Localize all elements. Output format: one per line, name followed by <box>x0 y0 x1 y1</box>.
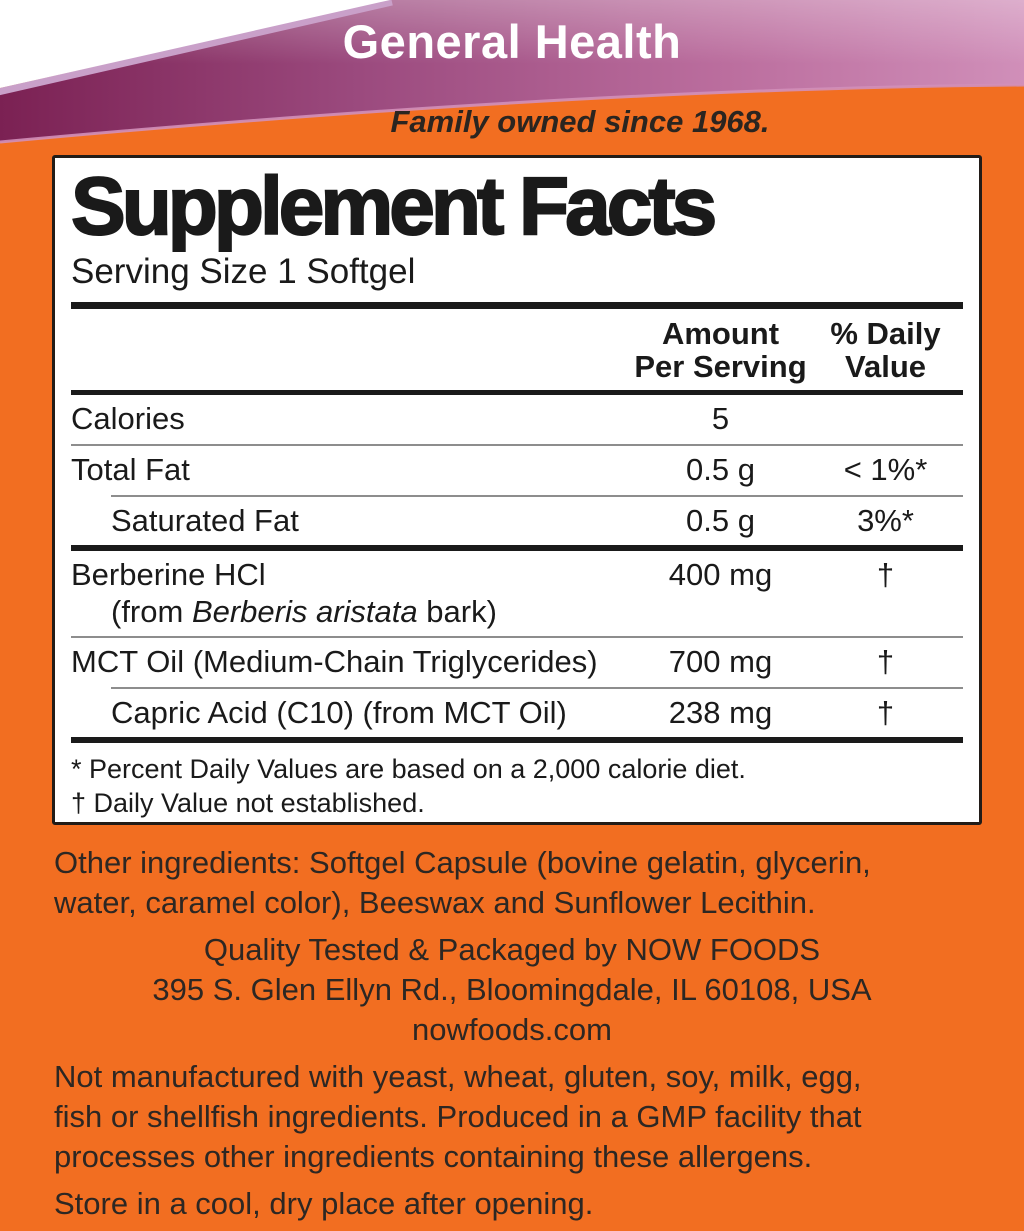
row-amount: 700 mg <box>668 644 773 680</box>
other-ingredients: Other ingredients: Softgel Capsule (bovi… <box>54 845 871 920</box>
row-name: Saturated Fat <box>111 502 299 538</box>
source-suffix: bark) <box>417 593 497 629</box>
row-name: Capric Acid (C10) (from MCT Oil) <box>111 694 567 730</box>
row-name: Calories <box>71 401 185 437</box>
row-name: Berberine HCl <box>71 557 266 593</box>
banner-ribbon-graphic <box>0 0 1024 150</box>
row-name: MCT Oil (Medium-Chain Triglycerides) <box>71 644 598 680</box>
allergen-notice: Not manufactured with yeast, wheat, glut… <box>54 1058 862 1174</box>
divider <box>71 737 963 744</box>
label-lower-text: Other ingredients: Softgel Capsule (bovi… <box>0 843 1024 1231</box>
row-daily-value: 3%* <box>857 502 914 538</box>
footnotes: * Percent Daily Values are based on a 2,… <box>71 754 746 819</box>
serving-size: Serving Size 1 Softgel <box>71 252 416 291</box>
row-daily-value: † <box>876 557 895 593</box>
manufacturer-info: Quality Tested & Packaged by NOW FOODS 3… <box>152 931 872 1047</box>
row-amount: 238 mg <box>668 694 773 730</box>
divider <box>71 390 963 396</box>
row-amount: 0.5 g <box>686 502 755 538</box>
row-daily-value: † <box>876 694 895 730</box>
table-row-mct-oil: MCT Oil (Medium-Chain Triglycerides) 700… <box>71 638 963 687</box>
table-header-row: Amount Per Serving % Daily Value <box>71 309 963 390</box>
divider <box>71 636 963 639</box>
table-row-capric-acid: Capric Acid (C10) (from MCT Oil) 238 mg … <box>71 689 963 738</box>
category-banner: General Health Family owned since 1968. <box>0 0 1024 150</box>
botanical-name: Berberis aristata <box>191 593 418 629</box>
row-daily-value: < 1%* <box>843 451 928 487</box>
divider <box>111 494 963 497</box>
table-row-saturated-fat: Saturated Fat 0.5 g 3%* <box>71 497 963 546</box>
table-row-total-fat: Total Fat 0.5 g < 1%* <box>71 446 963 495</box>
divider <box>71 545 963 552</box>
table-row-berberine: Berberine HCl (from Berberis aristata ba… <box>71 551 963 636</box>
row-daily-value: † <box>876 644 895 680</box>
divider <box>71 302 963 310</box>
header-amount-per-serving: Amount Per Serving <box>634 316 807 384</box>
table-row-calories: Calories 5 <box>71 395 963 444</box>
row-amount: 400 mg <box>668 557 773 593</box>
source-prefix: (from <box>111 593 192 629</box>
row-amount: 5 <box>711 401 730 437</box>
banner-title: General Health <box>342 15 682 68</box>
storage-instructions: Store in a cool, dry place after opening… <box>54 1185 594 1221</box>
row-name: Total Fat <box>71 451 190 487</box>
panel-title: Supplement Facts <box>70 161 718 252</box>
supplement-facts-panel: Supplement Facts Serving Size 1 Softgel … <box>52 155 982 825</box>
divider <box>111 686 963 689</box>
tagline: Family owned since 1968. <box>390 104 770 139</box>
divider <box>71 443 963 446</box>
row-source-note: (from Berberis aristata bark) <box>71 594 633 631</box>
header-daily-value: % Daily Value <box>830 316 941 384</box>
row-amount: 0.5 g <box>686 451 755 487</box>
